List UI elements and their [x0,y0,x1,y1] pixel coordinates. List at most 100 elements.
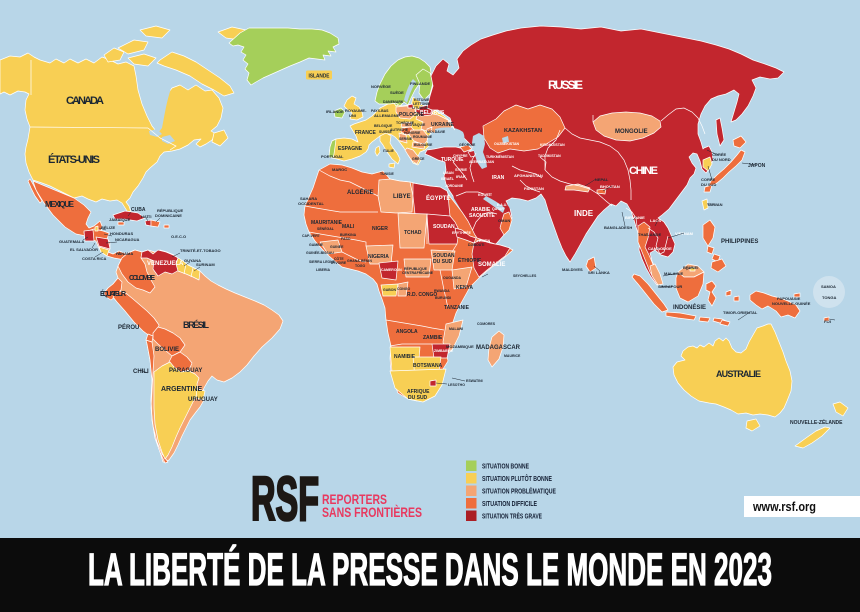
svg-text:KAZAKHSTAN: KAZAKHSTAN [504,128,542,134]
svg-text:TANZANIE: TANZANIE [444,305,470,311]
svg-text:DOMINICAINE: DOMINICAINE [155,213,182,218]
svg-text:NOUVELLE-ZÉLANDE: NOUVELLE-ZÉLANDE [790,418,843,426]
svg-text:SAOUDITE: SAOUDITE [469,213,496,219]
svg-text:COMORES: COMORES [477,322,496,326]
svg-text:CAP-VERT: CAP-VERT [302,234,321,238]
svg-text:NEPAL: NEPAL [595,177,609,182]
svg-text:KENYA: KENYA [456,285,473,291]
svg-text:POLOGNE: POLOGNE [399,112,425,118]
svg-text:SYRIE: SYRIE [455,167,467,172]
svg-text:MAROC: MAROC [332,167,347,172]
svg-text:ROYAUME-: ROYAUME- [345,108,367,113]
svg-text:MALAISIE: MALAISIE [664,271,683,276]
svg-text:OMAN: OMAN [498,218,510,223]
svg-text:DU NORD: DU NORD [712,157,731,162]
svg-text:TOGO: TOGO [355,264,366,268]
svg-text:SITUATION PLUTÔT BONNE: SITUATION PLUTÔT BONNE [482,474,552,483]
svg-text:IRLANDE: IRLANDE [326,109,344,114]
svg-text:TCHÉQUIE: TCHÉQUIE [396,120,415,125]
svg-text:SUÈDE: SUÈDE [390,90,404,95]
svg-text:YEMEN: YEMEN [476,238,490,243]
svg-text:CAMBODGE: CAMBODGE [648,246,672,251]
svg-text:ZIMBABWE: ZIMBABWE [434,349,454,353]
svg-text:MALDIVES: MALDIVES [562,267,583,272]
svg-text:COSTA RICA: COSTA RICA [82,256,107,261]
svg-text:ITALIE: ITALIE [383,149,394,153]
svg-text:JAPON: JAPON [748,163,766,169]
svg-text:QATAR: QATAR [492,207,504,211]
svg-text:MALI: MALI [342,224,355,230]
svg-text:RÉPUBLIQUE: RÉPUBLIQUE [404,266,428,271]
svg-text:JORDANIE: JORDANIE [445,184,464,188]
svg-text:SITUATION PROBLÉMATIQUE: SITUATION PROBLÉMATIQUE [482,486,556,495]
svg-text:MONGOLIE: MONGOLIE [615,129,648,135]
svg-text:GUINÉE: GUINÉE [330,244,344,249]
svg-text:PHILIPPINES: PHILIPPINES [721,239,758,245]
svg-text:CHINE: CHINE [629,165,659,177]
svg-text:EL SALVADOR: EL SALVADOR [70,247,98,252]
svg-text:IRAN: IRAN [492,175,505,181]
svg-text:VIETNAM: VIETNAM [675,231,694,236]
svg-text:INDONÉSIE: INDONÉSIE [673,303,706,311]
svg-text:MOZAMBIQUE: MOZAMBIQUE [446,344,474,349]
svg-text:AFGHANISTAN: AFGHANISTAN [514,173,543,178]
svg-text:OCCIDENTAL: OCCIDENTAL [298,201,324,206]
svg-text:ALGÉRIE: ALGÉRIE [347,188,374,196]
svg-text:SUISSE: SUISSE [379,130,393,134]
svg-text:PARAGUAY: PARAGUAY [169,368,202,374]
svg-text:GAMBIE: GAMBIE [309,243,324,247]
svg-text:MADAGASCAR: MADAGASCAR [476,345,521,351]
svg-text:BANGLADESH: BANGLADESH [604,225,632,230]
svg-text:UNI: UNI [349,113,356,118]
svg-text:TAIWAN: TAIWAN [707,202,723,207]
svg-text:BIRMANIE: BIRMANIE [625,215,645,220]
svg-text:SEYCHELLES: SEYCHELLES [513,274,537,278]
svg-text:SERBIE: SERBIE [399,137,413,141]
svg-text:ÉQUATEUR: ÉQUATEUR [100,289,126,298]
svg-text:COLOMBIE: COLOMBIE [129,275,155,282]
svg-text:LIBYE: LIBYE [393,194,411,200]
svg-text:JAMAÏQUE: JAMAÏQUE [109,217,130,222]
svg-text:NIGERIA: NIGERIA [368,254,389,260]
svg-text:MOLDAVIE: MOLDAVIE [427,130,446,134]
svg-text:MEXIQUE: MEXIQUE [45,200,75,209]
svg-text:ÉTATS-UNIS: ÉTATS-UNIS [48,153,100,166]
svg-text:RUSSIE: RUSSIE [548,78,584,92]
svg-text:AUTRICHE: AUTRICHE [390,128,409,132]
svg-text:PORTUGAL: PORTUGAL [321,154,344,159]
svg-text:PAPOUASIE: PAPOUASIE [777,296,801,301]
svg-text:FINLANDE: FINLANDE [410,81,431,86]
svg-text:RÉPUBLIQUE: RÉPUBLIQUE [157,208,184,213]
svg-text:SURINAM: SURINAM [196,262,215,267]
svg-text:SANS FRONTIÈRES: SANS FRONTIÈRES [322,504,422,520]
svg-text:ROUMANIE: ROUMANIE [413,135,433,139]
svg-text:ÉTHIOPIE: ÉTHIOPIE [458,256,482,264]
svg-text:ERYTHRÉE: ERYTHRÉE [452,230,472,235]
svg-text:O.E.C.O: O.E.C.O [171,234,186,239]
svg-text:TIMOR-ORIENTAL: TIMOR-ORIENTAL [723,310,758,315]
svg-text:ESWATINI: ESWATINI [466,379,483,383]
svg-text:LA LIBERTÉ DE LA PRESSE DANS L: LA LIBERTÉ DE LA PRESSE DANS LE MONDE EN… [88,544,772,595]
svg-text:BURKINA: BURKINA [340,233,357,237]
svg-text:FIJI: FIJI [824,319,831,324]
svg-text:R.D. CONGO: R.D. CONGO [407,292,437,298]
svg-text:AUSTRALIE: AUSTRALIE [716,369,761,379]
svg-text:NOUVELLE-GUINÉE: NOUVELLE-GUINÉE [772,301,811,306]
svg-text:LESOTHO: LESOTHO [448,383,465,387]
svg-text:ARGENTINE: ARGENTINE [161,386,203,393]
svg-text:LETTONIE: LETTONIE [413,102,431,106]
svg-text:GHANA: GHANA [347,259,360,263]
svg-text:ÉGYPTE: ÉGYPTE [426,194,450,202]
svg-text:SOUDAN: SOUDAN [433,253,455,259]
svg-text:PAYS-BAS: PAYS-BAS [371,109,389,113]
svg-text:REPORTERS: REPORTERS [322,491,387,507]
svg-text:SRI LANKA: SRI LANKA [588,270,610,275]
svg-text:www.rsf.org: www.rsf.org [752,499,816,514]
svg-text:TURKMÉNISTAN: TURKMÉNISTAN [486,154,514,159]
svg-text:KIRGHIZISTAN: KIRGHIZISTAN [540,143,565,147]
svg-text:BOTSWANA: BOTSWANA [413,363,443,369]
svg-text:BOLIVIE: BOLIVIE [155,347,179,353]
svg-text:BRÉSIL: BRÉSIL [183,320,210,330]
svg-text:D'IVOIRE: D'IVOIRE [331,261,347,265]
svg-text:SIERRA LEONE: SIERRA LEONE [309,260,336,264]
